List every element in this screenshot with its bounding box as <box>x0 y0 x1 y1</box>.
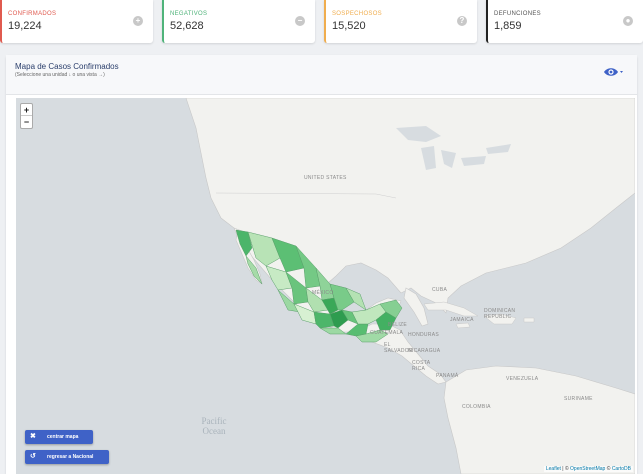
label-suriname: SURINAME <box>564 396 593 402</box>
label-panama: PANAMÁ <box>436 373 459 379</box>
zoom-control: + − <box>20 103 33 129</box>
stat-value: 15,520 <box>332 20 366 32</box>
label-cuba: CUBA <box>432 287 448 293</box>
label-guatemala: GUATEMALA <box>370 330 404 336</box>
back-to-national-button[interactable]: ↺ regresar a Nacional <box>25 450 109 464</box>
map-attribution: Leaflet | © OpenStreetMap © CartoDB <box>543 466 633 472</box>
plus-circle-icon: + <box>133 16 143 26</box>
map-panel: Mapa de Casos Confirmados (Seleccione un… <box>6 55 637 474</box>
stat-card-negativos: NEGATIVOS 52,628 − <box>162 0 315 43</box>
stat-label: CONFIRMADOS <box>8 11 57 17</box>
osm-link[interactable]: OpenStreetMap <box>570 466 606 472</box>
person-icon: ● <box>623 16 633 26</box>
crosshair-icon: ✖ <box>30 433 36 440</box>
zoom-out-button[interactable]: − <box>23 117 30 127</box>
label-ocean: Ocean <box>202 426 226 436</box>
stat-value: 52,628 <box>170 20 204 32</box>
label-belize: BELIZE <box>388 322 408 328</box>
undo-icon: ↺ <box>30 453 36 460</box>
stat-label: NEGATIVOS <box>170 11 208 17</box>
back-to-national-label: regresar a Nacional <box>47 454 94 460</box>
label-costa-rica: COSTA RICA <box>412 360 431 372</box>
center-map-label: centrar mapa <box>47 434 79 440</box>
stat-value: 1,859 <box>494 20 522 32</box>
center-map-button[interactable]: ✖ centrar mapa <box>25 430 93 444</box>
stat-card-defunciones: DEFUNCIONES 1,859 ● <box>486 0 643 43</box>
label-honduras: HONDURAS <box>408 332 440 338</box>
leaflet-link[interactable]: Leaflet <box>545 466 561 472</box>
panel-title: Mapa de Casos Confirmados <box>15 62 119 71</box>
label-jamaica: JAMAICA <box>450 317 474 323</box>
label-mexico: MÉXICO <box>312 290 334 296</box>
attribution-separator: | © <box>560 466 571 472</box>
panel-subtitle: (Seleccione una unidad ↓ o una vista →) <box>15 72 105 78</box>
stats-bar: CONFIRMADOS 19,224 + NEGATIVOS 52,628 − … <box>0 0 643 44</box>
question-circle-icon: ? <box>457 16 467 26</box>
carto-link[interactable]: CartoDB <box>611 466 631 472</box>
minus-circle-icon: − <box>295 16 305 26</box>
stat-card-sospechosos: SOSPECHOSOS 15,520 ? <box>324 0 477 43</box>
stat-value: 19,224 <box>8 20 42 32</box>
eye-icon[interactable] <box>603 66 623 78</box>
label-venezuela: VENEZUELA <box>506 376 539 382</box>
label-el-salvador: EL SALVADOR <box>384 342 413 354</box>
stat-card-confirmados: CONFIRMADOS 19,224 + <box>0 0 153 43</box>
label-dominican: DOMINICAN REPUBLIC <box>484 308 516 320</box>
attribution-separator: © <box>605 466 612 472</box>
zoom-in-button[interactable]: + <box>21 104 32 116</box>
map-view[interactable]: + − UNITED STATES MÉXICO CUBA JAMAICA DO… <box>16 98 635 474</box>
label-us: UNITED STATES <box>304 175 347 181</box>
map-basemap <box>185 98 635 474</box>
choropleth-layer <box>235 229 403 343</box>
label-pacific: Pacific <box>201 416 227 426</box>
panel-header: Mapa de Casos Confirmados (Seleccione un… <box>6 55 637 95</box>
label-colombia: COLOMBIA <box>462 404 491 410</box>
stat-label: DEFUNCIONES <box>494 11 541 17</box>
stat-label: SOSPECHOSOS <box>332 11 382 17</box>
label-nicaragua: NICARAGUA <box>408 348 441 354</box>
label-pacific-ocean: Pacific Ocean <box>194 416 234 436</box>
